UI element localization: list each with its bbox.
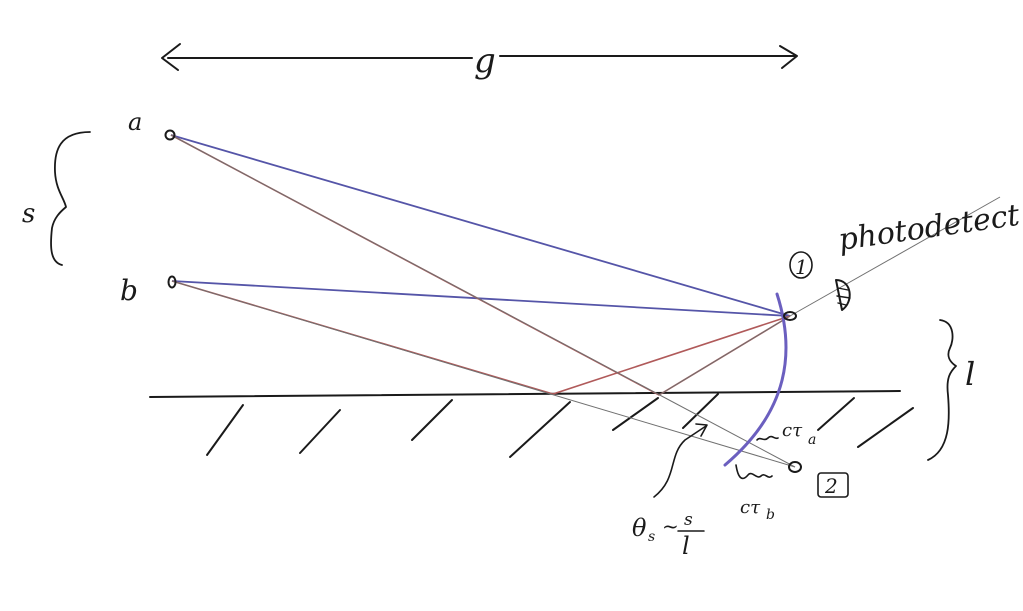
thin-ray-b-to-2 (171, 280, 796, 468)
svg-text:l: l (682, 532, 690, 560)
label-source-b: b (120, 274, 138, 307)
label-detector-2: 2 (824, 474, 838, 498)
label-photodetector: photodetect (836, 198, 1022, 258)
svg-text:~: ~ (662, 514, 679, 538)
svg-text:cτ: cτ (782, 420, 803, 441)
direct-ray-b-to-1 (171, 280, 791, 317)
svg-text:a: a (808, 432, 816, 448)
ground-surface (149, 390, 914, 458)
label-source-a: a (128, 108, 142, 136)
reflected-ray-a-to-1 (170, 134, 791, 396)
svg-text:b: b (766, 507, 775, 523)
source-b-point (167, 275, 177, 289)
distance-arrow-g: g (161, 41, 798, 81)
svg-text:θ: θ (632, 514, 647, 542)
separation-brace-s: s (22, 131, 91, 266)
extension-ray-to-photodetector (789, 196, 1001, 317)
direct-ray-a-to-1 (170, 134, 791, 317)
wavefront-arc (723, 292, 788, 467)
label-s: s (22, 199, 35, 229)
detector-1: 1 (783, 251, 813, 321)
svg-text:s: s (648, 529, 655, 545)
label-g: g (474, 41, 496, 81)
ray-paths (170, 134, 1001, 468)
photodetector-icon: photodetect (835, 198, 1023, 311)
thin-ray-a-to-2 (170, 134, 796, 468)
svg-text:s: s (684, 510, 693, 530)
theta-annotation: θ s ~ s l (632, 423, 708, 560)
label-l: l (965, 355, 975, 393)
ctau-b-annotation: cτ b (735, 464, 775, 523)
label-detector-1: 1 (795, 255, 808, 279)
source-a-point (164, 129, 176, 141)
detector-2: 2 (788, 461, 849, 498)
thin-ray-ground-to-1 (658, 315, 791, 396)
height-brace-l: l (927, 319, 975, 461)
svg-text:cτ: cτ (740, 497, 761, 518)
ctau-a-annotation: cτ a (756, 420, 816, 448)
